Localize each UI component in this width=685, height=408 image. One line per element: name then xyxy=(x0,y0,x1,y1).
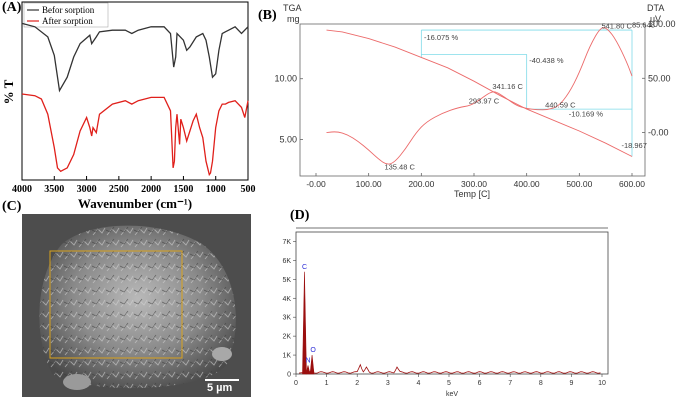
eds-x-tick-label: 4 xyxy=(416,380,420,387)
dta-y-tick-label: 50.00 xyxy=(648,73,671,83)
thermal-x-tick-label: -0.00 xyxy=(306,179,326,189)
eds-y-tick-label: 2K xyxy=(282,334,291,341)
dta-y-tick-label: 100.00 xyxy=(648,19,676,29)
dta-curve xyxy=(326,27,633,165)
eds-peak-label: N xyxy=(305,357,310,364)
ftir-legend-label-before: Befor sorption xyxy=(42,5,95,15)
thermal-annotation: -16.075 % xyxy=(424,33,459,42)
ftir-x-tick-label: 4000 xyxy=(12,184,32,195)
thermal-x-tick-label: 600.00 xyxy=(619,179,645,189)
eds-peak xyxy=(305,365,311,375)
tga-axis-label: TGA xyxy=(283,3,302,13)
dta-y-tick-label: -0.00 xyxy=(648,128,669,138)
thermal-x-tick-label: 200.00 xyxy=(408,179,434,189)
eds-y-tick-label: 7K xyxy=(282,239,291,246)
eds-x-tick-label: 2 xyxy=(355,380,359,387)
tga-step-guides xyxy=(420,29,633,157)
thermal-x-tick-label: 300.00 xyxy=(461,179,487,189)
panel-label-d: (D) xyxy=(290,208,310,223)
eds-x-tick-label: 5 xyxy=(447,380,451,387)
thermal-annotation: 341.16 C xyxy=(492,82,523,91)
eds-peak xyxy=(302,271,307,375)
tga-axis-unit: mg xyxy=(287,14,300,24)
eds-y-tick-label: 4K xyxy=(282,296,291,303)
ftir-y-axis-label: % T xyxy=(1,79,16,104)
dta-axis-label: DTA xyxy=(647,3,664,13)
ftir-legend-box xyxy=(23,2,109,28)
thermal-x-tick-label: 100.00 xyxy=(356,179,382,189)
ftir-x-tick-label: 500 xyxy=(241,184,256,195)
thermal-x-axis-label: Temp [C] xyxy=(454,189,490,199)
thermal-annotation: 85.648 xyxy=(632,20,655,29)
eds-peak-label: C xyxy=(302,264,307,271)
thermal-annotation: 541.80 C xyxy=(601,21,632,30)
thermal-annotation: 293.97 C xyxy=(469,96,500,105)
ftir-x-tick-label: 3000 xyxy=(77,184,97,195)
sem-analysis-region xyxy=(49,250,183,359)
ftir-plot-frame xyxy=(21,1,249,181)
panel-label-c: (C) xyxy=(2,199,22,214)
thermal-annotation: -10.169 % xyxy=(569,109,604,118)
eds-y-tick-label: 1K xyxy=(282,353,291,360)
thermal-annotation: 135.48 C xyxy=(384,162,415,171)
ftir-series-before xyxy=(21,22,249,93)
eds-peak xyxy=(309,355,315,375)
eds-x-tick-label: 0 xyxy=(294,380,298,387)
tga-y-tick-label: 10.00 xyxy=(274,74,297,84)
sem-scale-label: 5 µm xyxy=(207,382,233,394)
sem-image: 5 µm xyxy=(22,214,251,397)
thermal-annotation: 440.59 C xyxy=(545,101,576,110)
eds-x-tick-label: 6 xyxy=(478,380,482,387)
ftir-x-tick-label: 1000 xyxy=(206,184,226,195)
eds-x-tick-label: 1 xyxy=(325,380,329,387)
thermal-plot-frame xyxy=(299,23,646,177)
eds-baseline xyxy=(299,363,601,374)
eds-y-tick-label: 6K xyxy=(282,258,291,265)
panel-label-b: (B) xyxy=(258,8,277,23)
ftir-x-tick-label: 2000 xyxy=(141,184,161,195)
eds-plot-frame xyxy=(295,231,609,375)
eds-y-tick-label: 3K xyxy=(282,315,291,322)
eds-x-tick-label: 8 xyxy=(539,380,543,387)
panel-label-a: (A) xyxy=(2,0,22,15)
tga-curve xyxy=(326,29,633,157)
ftir-x-tick-label: 3500 xyxy=(44,184,64,195)
eds-x-tick-label: 10 xyxy=(598,380,606,387)
thermal-x-tick-label: 400.00 xyxy=(514,179,540,189)
ftir-x-axis-label: Wavenumber (cm⁻¹) xyxy=(78,196,192,211)
ftir-legend-label-after: After sorption xyxy=(42,16,93,26)
thermal-annotation: -40.438 % xyxy=(529,56,564,65)
thermal-x-tick-label: 500.00 xyxy=(566,179,592,189)
ftir-x-tick-label: 1500 xyxy=(173,184,193,195)
eds-y-tick-label: 0 xyxy=(287,372,291,379)
thermal-annotation: -18.967 xyxy=(621,141,646,150)
eds-x-tick-label: 9 xyxy=(569,380,573,387)
eds-x-axis-label: keV xyxy=(446,391,458,398)
eds-x-tick-label: 7 xyxy=(508,380,512,387)
eds-peak-label: O xyxy=(310,347,316,354)
eds-x-tick-label: 3 xyxy=(386,380,390,387)
ftir-series-after xyxy=(21,93,249,177)
dta-axis-unit: uV xyxy=(650,14,661,24)
tga-y-tick-label: 5.00 xyxy=(279,135,297,145)
eds-y-tick-label: 5K xyxy=(282,277,291,284)
ftir-x-tick-label: 2500 xyxy=(109,184,129,195)
